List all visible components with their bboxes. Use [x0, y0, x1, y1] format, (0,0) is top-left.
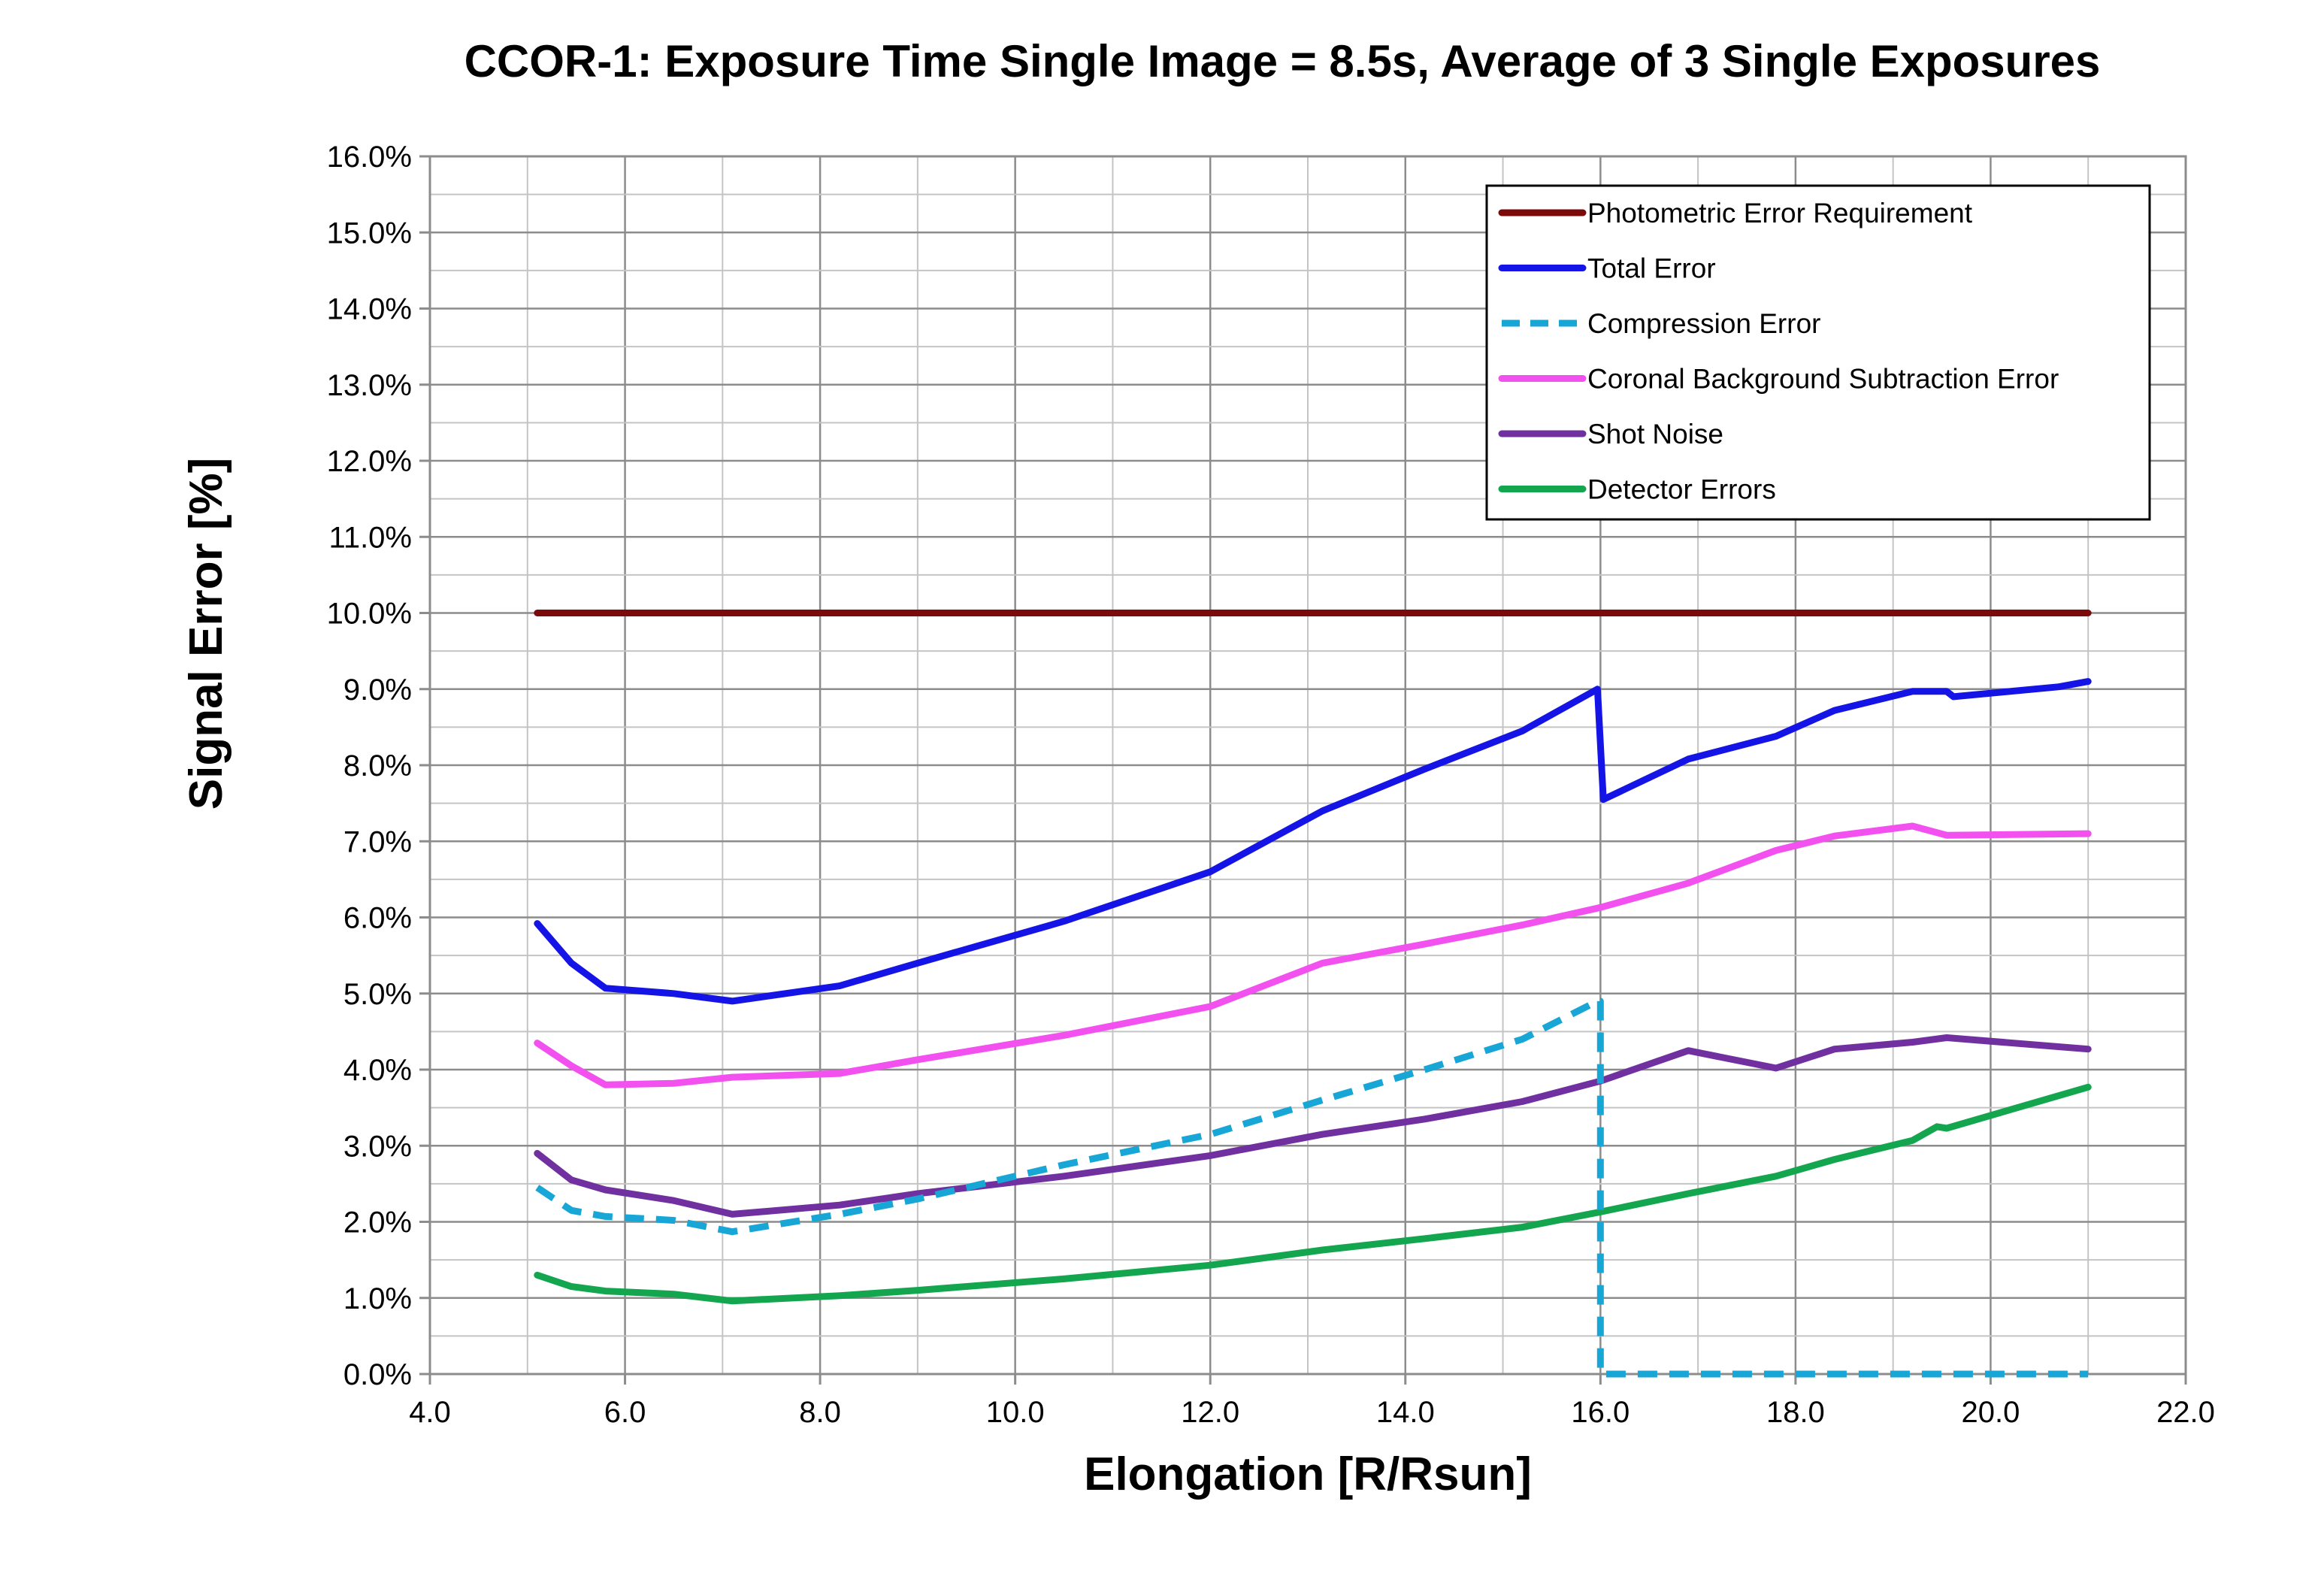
legend-label-detector-errors: Detector Errors	[1587, 474, 1776, 505]
y-tick-label: 0.0%	[343, 1358, 412, 1391]
legend: Photometric Error Requirement Total Error…	[1485, 184, 2151, 521]
y-tick-label: 13.0%	[327, 369, 412, 402]
x-tick-label: 16.0	[1571, 1396, 1630, 1429]
x-axis-title: Elongation [R/Rsun]	[1084, 1448, 1532, 1500]
x-axis-tick-labels: 4.0 6.0 8.0 10.0 12.0 14.0 16.0 18.0 20.0 22.0	[409, 1374, 2215, 1429]
y-tick-label: 16.0%	[327, 141, 412, 174]
y-tick-label: 1.0%	[343, 1282, 412, 1315]
y-tick-label: 3.0%	[343, 1130, 412, 1163]
series-layer	[534, 610, 2092, 1378]
series-line-coronal-background-subtraction-error	[534, 822, 2092, 1088]
x-tick-label: 18.0	[1766, 1396, 1825, 1429]
legend-label-coronal-background-subtraction-error: Coronal Background Subtraction Error	[1587, 364, 2059, 395]
y-tick-label: 7.0%	[343, 825, 412, 858]
y-tick-label: 6.0%	[343, 902, 412, 935]
y-tick-label: 2.0%	[343, 1206, 412, 1239]
y-tick-label: 9.0%	[343, 673, 412, 707]
y-tick-label: 12.0%	[327, 445, 412, 478]
y-tick-label: 4.0%	[343, 1054, 412, 1087]
series-line-shot-noise	[534, 1034, 2092, 1218]
x-tick-label: 10.0	[986, 1396, 1045, 1429]
y-axis-title: Signal Error [%]	[180, 458, 232, 810]
legend-label-compression-error: Compression Error	[1587, 308, 1820, 339]
y-tick-label: 11.0%	[329, 521, 412, 554]
x-tick-label: 8.0	[799, 1396, 841, 1429]
legend-label-photometric-error-requirement: Photometric Error Requirement	[1587, 198, 1973, 229]
x-tick-label: 20.0	[1962, 1396, 2020, 1429]
y-tick-label: 14.0%	[327, 293, 412, 326]
series-line-total-error	[534, 678, 2092, 1005]
y-tick-label: 5.0%	[343, 978, 412, 1011]
y-tick-label: 15.0%	[327, 216, 412, 250]
legend-box	[1485, 184, 2151, 521]
y-tick-label: 8.0%	[343, 749, 412, 782]
series-line-detector-errors	[534, 1083, 2092, 1305]
series-line-compression-error	[535, 997, 2089, 1378]
x-tick-label: 12.0	[1181, 1396, 1239, 1429]
chart-title: CCOR-1: Exposure Time Single Image = 8.5…	[464, 36, 2101, 86]
legend-label-total-error: Total Error	[1587, 253, 1716, 284]
y-axis-tick-labels: 0.0% 1.0% 2.0% 3.0% 4.0% 5.0% 6.0% 7.0% 8.0% 9.0%…	[327, 141, 430, 1391]
x-tick-label: 14.0	[1376, 1396, 1435, 1429]
x-tick-label: 4.0	[409, 1396, 451, 1429]
x-tick-label: 6.0	[604, 1396, 646, 1429]
x-tick-label: 22.0	[2156, 1396, 2215, 1429]
y-tick-label: 10.0%	[327, 598, 412, 631]
legend-label-shot-noise: Shot Noise	[1587, 419, 1723, 449]
